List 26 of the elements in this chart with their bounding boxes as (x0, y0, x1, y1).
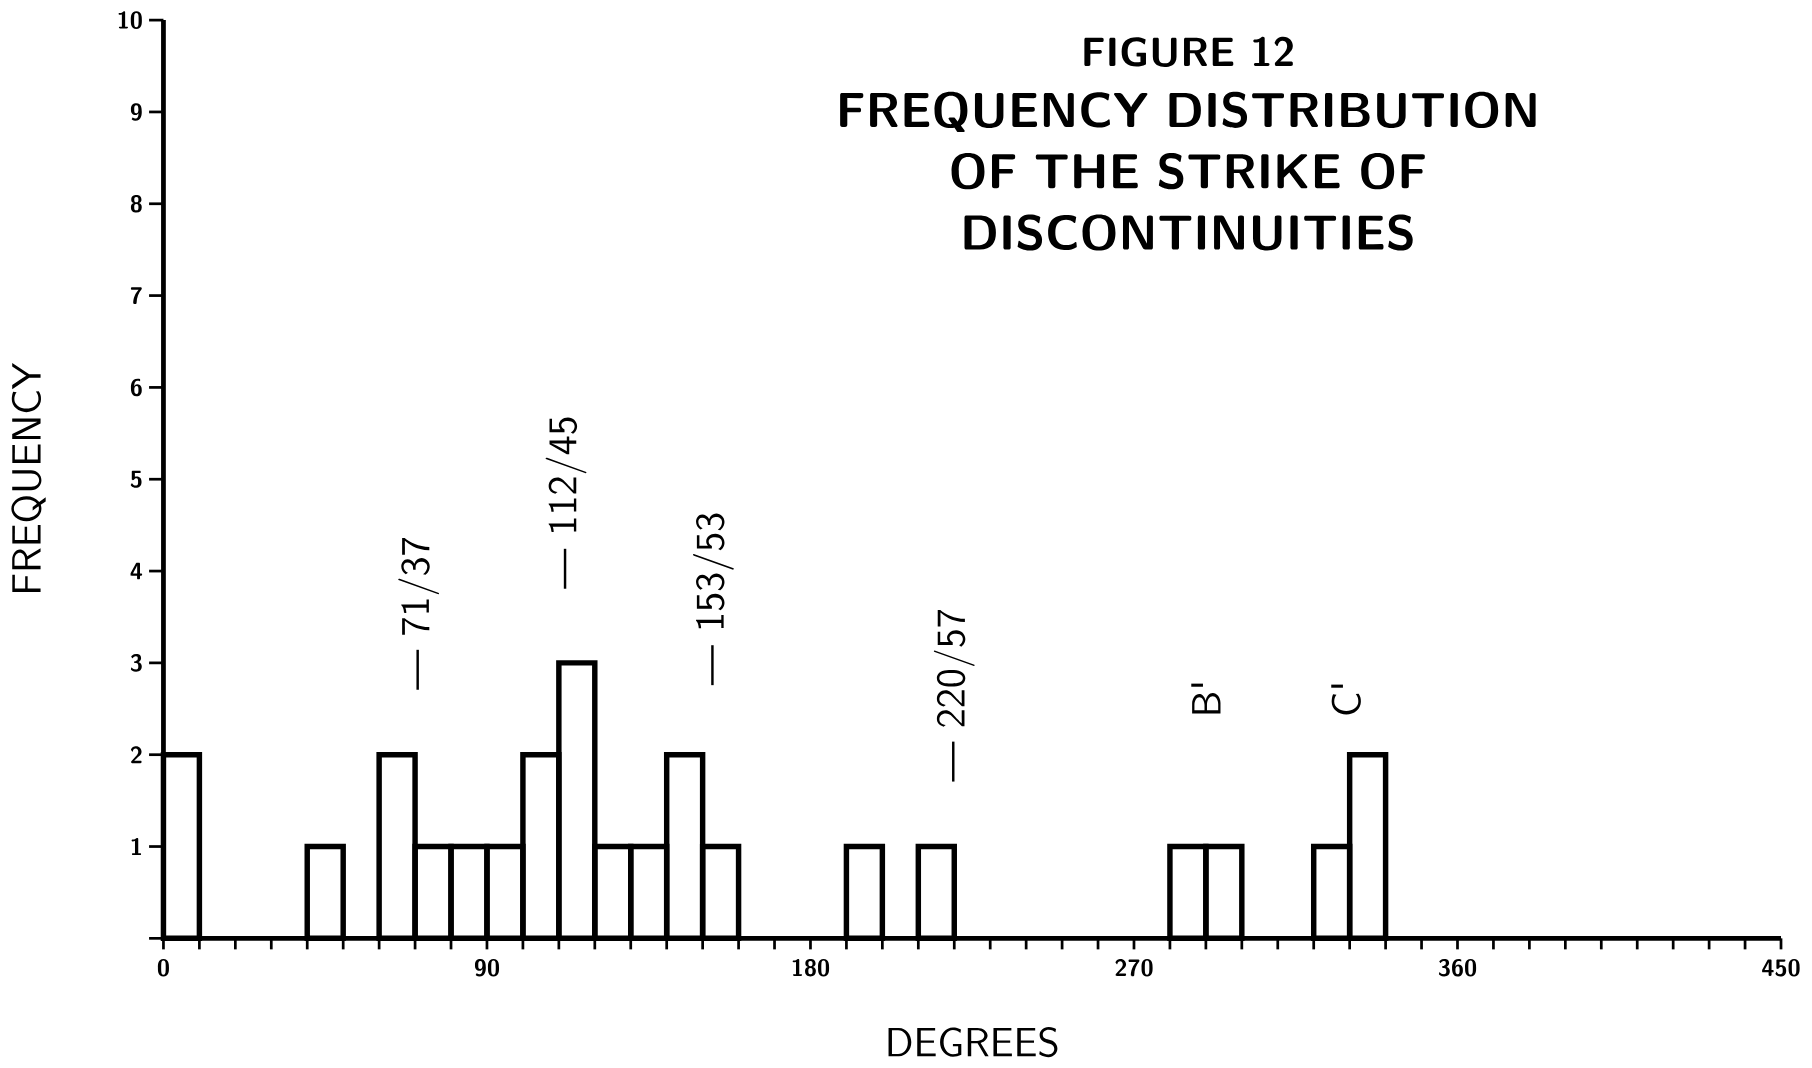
x-tick-label: 90 (474, 958, 500, 977)
y-tick-label: 3 (130, 653, 142, 672)
x-tick-label: 180 (792, 958, 830, 977)
y-tick-label: 4 (130, 562, 143, 580)
annotation: C' (1331, 684, 1361, 715)
chart-title: FIGURE 12 (1084, 36, 1293, 67)
y-tick-label: 10 (118, 11, 142, 29)
annotation: — 220/57 (933, 609, 975, 782)
y-tick-label: 5 (130, 470, 142, 488)
y-tick-label: 6 (130, 378, 142, 396)
y-tick-label: 9 (130, 102, 142, 121)
x-tick-label: 360 (1438, 958, 1477, 977)
y-tick-label: 7 (130, 286, 142, 304)
annotation: — 112/45 (545, 417, 587, 589)
x-tick-label: 450 (1762, 958, 1800, 977)
y-tick-label: 1 (131, 837, 142, 855)
y-tick-label: 2 (130, 745, 142, 763)
annotation: — 71/37 (398, 537, 440, 690)
y-axis-title: FREQUENCY (11, 362, 46, 592)
annotation: B' (1191, 683, 1221, 714)
text: FREQUENCY DISTRIBUTION OF THE STRIKE OF DISCONTINUITIES (840, 91, 1536, 251)
annotation: — 153/53 (692, 513, 734, 685)
x-tick-label: 0 (157, 958, 169, 977)
x-axis-title: DEGREES (888, 1026, 1058, 1057)
y-tick-label: 8 (130, 194, 142, 213)
x-tick-label: 270 (1115, 958, 1153, 977)
